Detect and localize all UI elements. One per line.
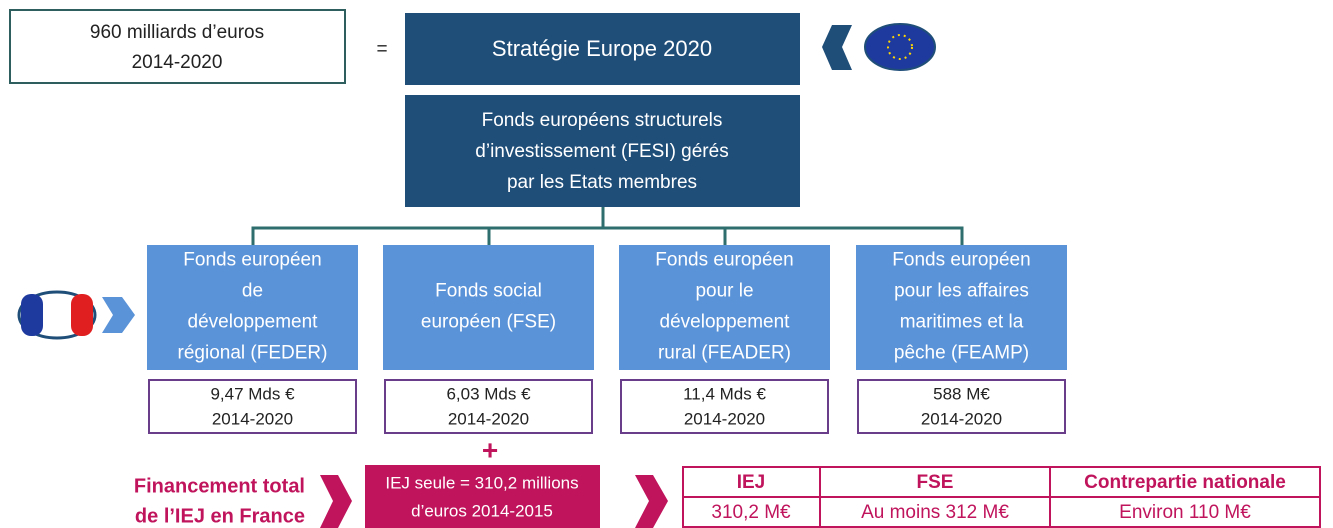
connector <box>251 207 964 245</box>
iej-label: de l’IEJ en France <box>135 505 305 527</box>
equals: = <box>376 39 387 60</box>
amount-box <box>620 379 829 434</box>
table-cell: Environ 110 M€ <box>1119 502 1251 523</box>
fund-box <box>619 245 830 370</box>
fund-period: 2014-2020 <box>448 409 529 428</box>
fund-amount: 6,03 Mds € <box>446 384 531 403</box>
fund-name: pêche (FEAMP) <box>894 343 1029 364</box>
strategy-box <box>405 13 800 85</box>
chevron <box>635 475 668 528</box>
table-grid <box>683 467 1320 527</box>
fund-name: pour les affaires <box>894 281 1029 302</box>
budget-box <box>9 9 346 84</box>
fund-name: de <box>242 281 263 302</box>
fund-name: Fonds européen <box>655 250 793 271</box>
fund-name: européen (FSE) <box>421 312 556 333</box>
fund-period: 2014-2020 <box>921 409 1002 428</box>
amount-box <box>148 379 357 434</box>
fund-amount: 9,47 Mds € <box>210 384 295 403</box>
fund-name: développement <box>188 312 319 333</box>
table-header: Contrepartie nationale <box>1084 472 1286 493</box>
fr-blue <box>21 294 43 336</box>
fund-box <box>383 245 594 370</box>
fesi-line: par les Etats membres <box>507 172 697 193</box>
iej-box <box>365 465 600 528</box>
eu-stars <box>887 34 913 60</box>
amount-box <box>857 379 1066 434</box>
table-cell: Au moins 312 M€ <box>861 502 1009 523</box>
fund-name: Fonds social <box>435 281 542 302</box>
iej-box-line: IEJ seule = 310,2 millions <box>385 473 578 492</box>
fund-box <box>856 245 1067 370</box>
fund-name: Fonds européen <box>183 250 321 271</box>
fund-name: régional (FEDER) <box>178 343 328 364</box>
fund-box <box>147 245 358 370</box>
fund-name: Fonds européen <box>892 250 1030 271</box>
amount-box <box>384 379 593 434</box>
fesi-box <box>405 95 800 207</box>
table-cell: 310,2 M€ <box>711 502 791 523</box>
iej-label: Financement total <box>134 475 305 497</box>
chevron <box>822 25 852 70</box>
strategy: Stratégie Europe 2020 <box>492 36 712 61</box>
fund-period: 2014-2020 <box>684 409 765 428</box>
fund-name: pour le <box>695 281 753 302</box>
chevron <box>320 475 352 528</box>
table-header: IEJ <box>737 472 766 493</box>
fund-name: maritimes et la <box>900 312 1024 333</box>
table-header: FSE <box>917 472 954 493</box>
plus: + <box>482 434 498 465</box>
eu-flag <box>864 23 936 71</box>
fund-name: développement <box>660 312 791 333</box>
chevron <box>102 297 135 333</box>
fr-red <box>71 294 93 336</box>
fund-amount: 11,4 Mds € <box>683 384 766 403</box>
budget-line: 2014-2020 <box>132 52 223 73</box>
budget-line: 960 milliards d’euros <box>90 22 264 43</box>
fesi-line: Fonds européens structurels <box>482 110 723 131</box>
iej-box-line: d’euros 2014-2015 <box>411 501 553 520</box>
fund-amount: 588 M€ <box>933 384 990 403</box>
fund-name: rural (FEADER) <box>658 343 791 364</box>
fesi-line: d’investissement (FESI) gérés <box>475 141 728 162</box>
fund-period: 2014-2020 <box>212 409 293 428</box>
